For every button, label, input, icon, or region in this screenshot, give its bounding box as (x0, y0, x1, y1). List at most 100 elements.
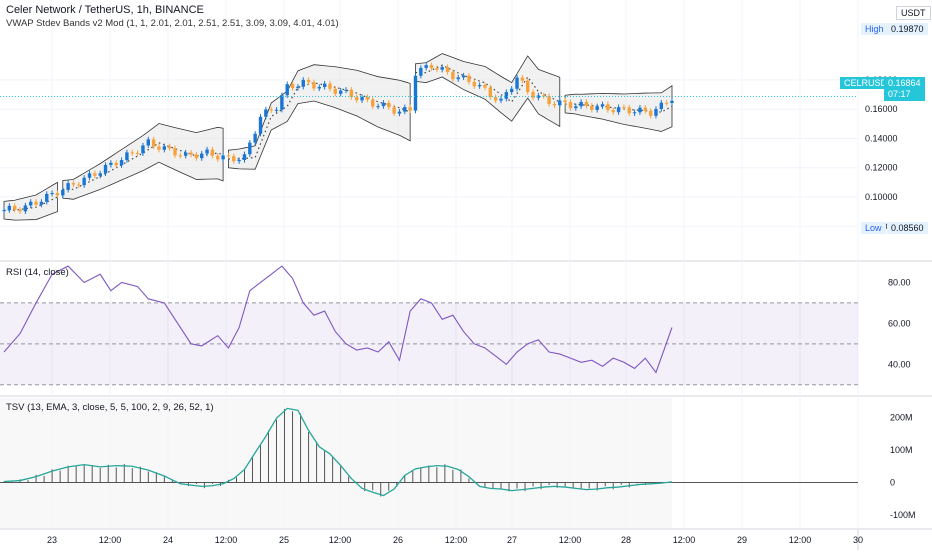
high-label: High (861, 23, 888, 35)
candle-body (189, 152, 193, 155)
candle-body (371, 99, 375, 107)
candle-body (12, 205, 17, 210)
candle-body (200, 153, 204, 159)
candle-body (210, 149, 215, 156)
candle-body (7, 205, 12, 211)
candle-body (659, 102, 664, 109)
candle-body (328, 83, 332, 89)
rsi-y-tick-label: 40.00 (888, 359, 911, 369)
candle-body (429, 65, 434, 69)
tsv-signal-line (3, 407, 673, 497)
low-label: Low (861, 222, 886, 234)
candle-body (515, 77, 519, 89)
candle-body (338, 90, 343, 94)
candles (0, 62, 858, 215)
candle-body (221, 155, 225, 160)
candle-body (264, 109, 268, 117)
vwap-line (62, 142, 224, 190)
y-tick-label: 0.14000 (865, 133, 898, 143)
rsi-line (3, 265, 673, 374)
tsv-y-tick-label: 100M (890, 445, 913, 455)
candle-body (216, 155, 220, 160)
candle-body (232, 156, 236, 162)
candle-body (258, 116, 263, 134)
candle-body (141, 145, 145, 154)
vwap-line (415, 64, 561, 103)
rsi-y-tick-label: 80.00 (888, 277, 911, 287)
tsv-y-tick-label: 200M (890, 413, 913, 423)
candle-body (18, 209, 22, 212)
candle-body (93, 173, 97, 176)
candle-body (648, 110, 653, 116)
candle-body (632, 112, 637, 114)
x-tick-label: 12:00 (559, 535, 582, 545)
candle-body (119, 160, 124, 166)
candle-body (87, 173, 92, 178)
candle-body (50, 193, 54, 195)
candle-body (135, 152, 140, 154)
candle-body (66, 183, 70, 190)
x-tick-label: 12:00 (329, 535, 352, 545)
rsi-title: RSI (14, close) (6, 267, 69, 278)
x-tick-label: 23 (47, 535, 57, 545)
candle-body (408, 107, 412, 111)
x-tick-label: 12:00 (789, 535, 812, 545)
candle-body (290, 84, 295, 89)
candle-body (392, 107, 396, 114)
candle-body (178, 155, 183, 157)
candle-body (77, 184, 81, 186)
candle-body (280, 95, 284, 110)
candle-body (248, 142, 252, 155)
candle-body (595, 106, 599, 110)
candle-body (526, 80, 530, 92)
candle-body (98, 173, 102, 176)
high-value: 0.19870 (887, 23, 928, 35)
candle-body (574, 106, 578, 109)
last-price-countdown: 07:17 (888, 89, 911, 99)
x-tick-label: 27 (507, 535, 517, 545)
candle-body (71, 183, 76, 185)
candle-body (461, 75, 466, 78)
rsi-y-tick-label: 60.00 (888, 318, 911, 328)
candle-body (397, 111, 402, 114)
candle-body (600, 104, 605, 107)
candle-body (344, 89, 348, 91)
candle-body (520, 77, 525, 81)
vwap-line (228, 82, 411, 160)
vwap-band (228, 64, 411, 170)
candle-body (103, 164, 108, 174)
candle-body (349, 89, 354, 98)
candle-body (627, 107, 631, 114)
candle-body (413, 75, 418, 111)
candle-body (579, 101, 583, 107)
candle-body (39, 201, 44, 205)
candle-body (194, 154, 199, 159)
tsv-y-tick-label: -100M (890, 510, 916, 520)
candle-body (584, 101, 589, 106)
candle-body (616, 107, 621, 113)
candle-body (23, 205, 28, 212)
candle-body (167, 146, 172, 149)
currency-button[interactable]: USDT (896, 6, 931, 20)
symbol-title: Celer Network / TetherUS, 1h, BINANCE (6, 4, 204, 16)
candle-body (306, 79, 311, 83)
candle-body (301, 79, 305, 87)
vwap-band (415, 53, 561, 128)
candle-body (509, 88, 514, 93)
candle-body (643, 107, 647, 111)
candle-body (55, 193, 60, 196)
candle-body (237, 160, 241, 162)
candle-body (173, 148, 177, 156)
candle-body (151, 139, 156, 147)
candle-body (285, 84, 289, 96)
candle-body (322, 83, 327, 87)
candle-body (638, 107, 642, 113)
tsv-background (0, 398, 672, 528)
candle-body (424, 65, 428, 68)
candle-body (547, 96, 551, 104)
x-tick-label: 12:00 (99, 535, 122, 545)
vwap-line (4, 196, 58, 211)
candle-body (440, 67, 444, 70)
candle-body (493, 97, 498, 101)
